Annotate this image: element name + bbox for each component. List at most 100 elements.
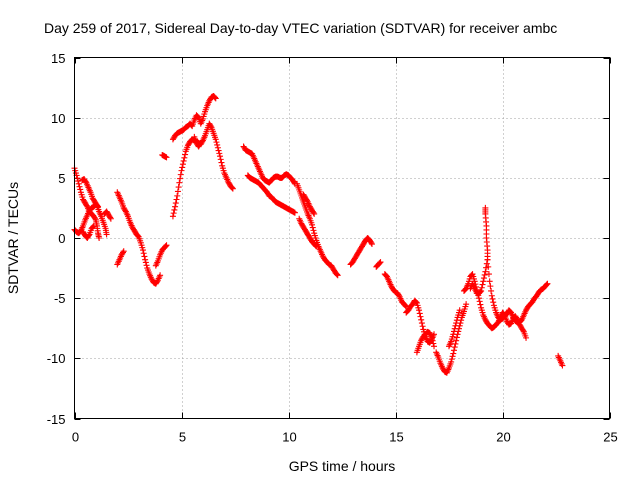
data-point <box>417 313 424 320</box>
data-point <box>376 259 383 266</box>
y-tick-label: -5 <box>54 291 66 306</box>
data-point <box>169 213 176 220</box>
y-tick-label: 10 <box>51 111 65 126</box>
data-point <box>451 344 458 351</box>
data-point <box>487 283 494 290</box>
data-point <box>480 275 487 282</box>
data-point <box>448 356 455 363</box>
data-point <box>172 200 179 207</box>
data-point <box>171 206 178 213</box>
y-tick-labels: -15 -10 -5 0 5 10 15 <box>47 51 66 427</box>
data-point <box>543 281 550 288</box>
chart-title: Day 259 of 2017, Sidereal Day-to-day VTE… <box>44 20 557 36</box>
x-tick-label: 10 <box>282 430 296 445</box>
data-point <box>177 171 184 178</box>
data-point <box>520 327 527 334</box>
data-point <box>74 175 81 182</box>
data-point <box>154 278 161 285</box>
data-point <box>489 295 496 302</box>
data-point <box>368 241 375 248</box>
data-point <box>450 331 457 338</box>
data-point <box>449 353 456 360</box>
data-point <box>175 184 182 191</box>
data-point <box>157 272 164 279</box>
data-point <box>142 259 149 266</box>
data-point <box>310 227 317 234</box>
data-point <box>93 201 100 208</box>
data-point <box>90 223 97 230</box>
data-point <box>75 180 82 187</box>
data-point <box>177 175 184 182</box>
data-point <box>418 316 425 323</box>
x-tick-label: 0 <box>72 430 79 445</box>
data-point <box>418 320 425 327</box>
y-tick-label: 0 <box>58 231 65 246</box>
data-point <box>291 209 298 216</box>
data-point <box>430 340 437 347</box>
data-point <box>139 247 146 254</box>
data-point <box>215 147 222 154</box>
data-point <box>377 259 384 266</box>
data-point <box>218 159 225 166</box>
data-point <box>212 94 219 101</box>
data-point <box>107 214 114 221</box>
data-point <box>107 215 114 222</box>
data-point <box>103 231 110 238</box>
data-point <box>484 256 491 263</box>
data-point <box>207 123 214 130</box>
data-point <box>453 320 460 327</box>
data-point <box>120 249 127 256</box>
data-point <box>450 347 457 354</box>
data-point <box>96 235 103 241</box>
data-point <box>451 325 458 332</box>
x-tick-label: 15 <box>389 430 403 445</box>
data-point <box>450 350 457 357</box>
data-point <box>428 334 435 341</box>
data-point <box>310 209 317 216</box>
x-tick-label: 5 <box>179 430 186 445</box>
data-point <box>368 239 375 246</box>
data-point <box>76 183 83 190</box>
data-point <box>174 188 181 195</box>
data-point <box>334 271 341 278</box>
grid-lines <box>74 57 610 419</box>
data-point <box>304 197 311 204</box>
data-point <box>170 210 177 217</box>
data-point <box>212 95 219 102</box>
data-point <box>163 242 170 249</box>
x-tick-labels: 0 5 10 15 20 25 <box>72 430 618 445</box>
data-point <box>479 281 486 288</box>
data-point <box>141 253 148 260</box>
data-point <box>213 139 220 146</box>
data-point <box>416 310 423 317</box>
data-point <box>140 250 147 257</box>
data-point <box>172 203 179 210</box>
data-point <box>309 221 316 228</box>
data-point <box>482 268 489 275</box>
data-point <box>229 184 236 191</box>
data-points <box>71 93 566 376</box>
data-point <box>334 272 341 279</box>
data-point <box>163 154 170 161</box>
data-point <box>413 299 420 306</box>
data-point <box>134 232 141 239</box>
data-point <box>477 301 484 308</box>
y-tick-label: -10 <box>47 351 66 366</box>
data-point <box>214 141 221 148</box>
data-point <box>75 178 82 185</box>
data-point <box>194 113 201 120</box>
y-tick-label: -15 <box>47 412 66 427</box>
data-point <box>188 122 195 129</box>
data-point <box>90 222 97 229</box>
data-point <box>544 280 551 287</box>
data-point <box>291 179 298 186</box>
data-point <box>182 151 189 158</box>
data-point <box>309 224 316 231</box>
data-point <box>181 154 188 161</box>
data-point <box>311 210 318 217</box>
y-axis-title: SDTVAR / TECUs <box>5 182 21 294</box>
x-tick-label: 25 <box>603 430 617 445</box>
data-point <box>178 167 185 174</box>
data-point <box>85 232 92 239</box>
